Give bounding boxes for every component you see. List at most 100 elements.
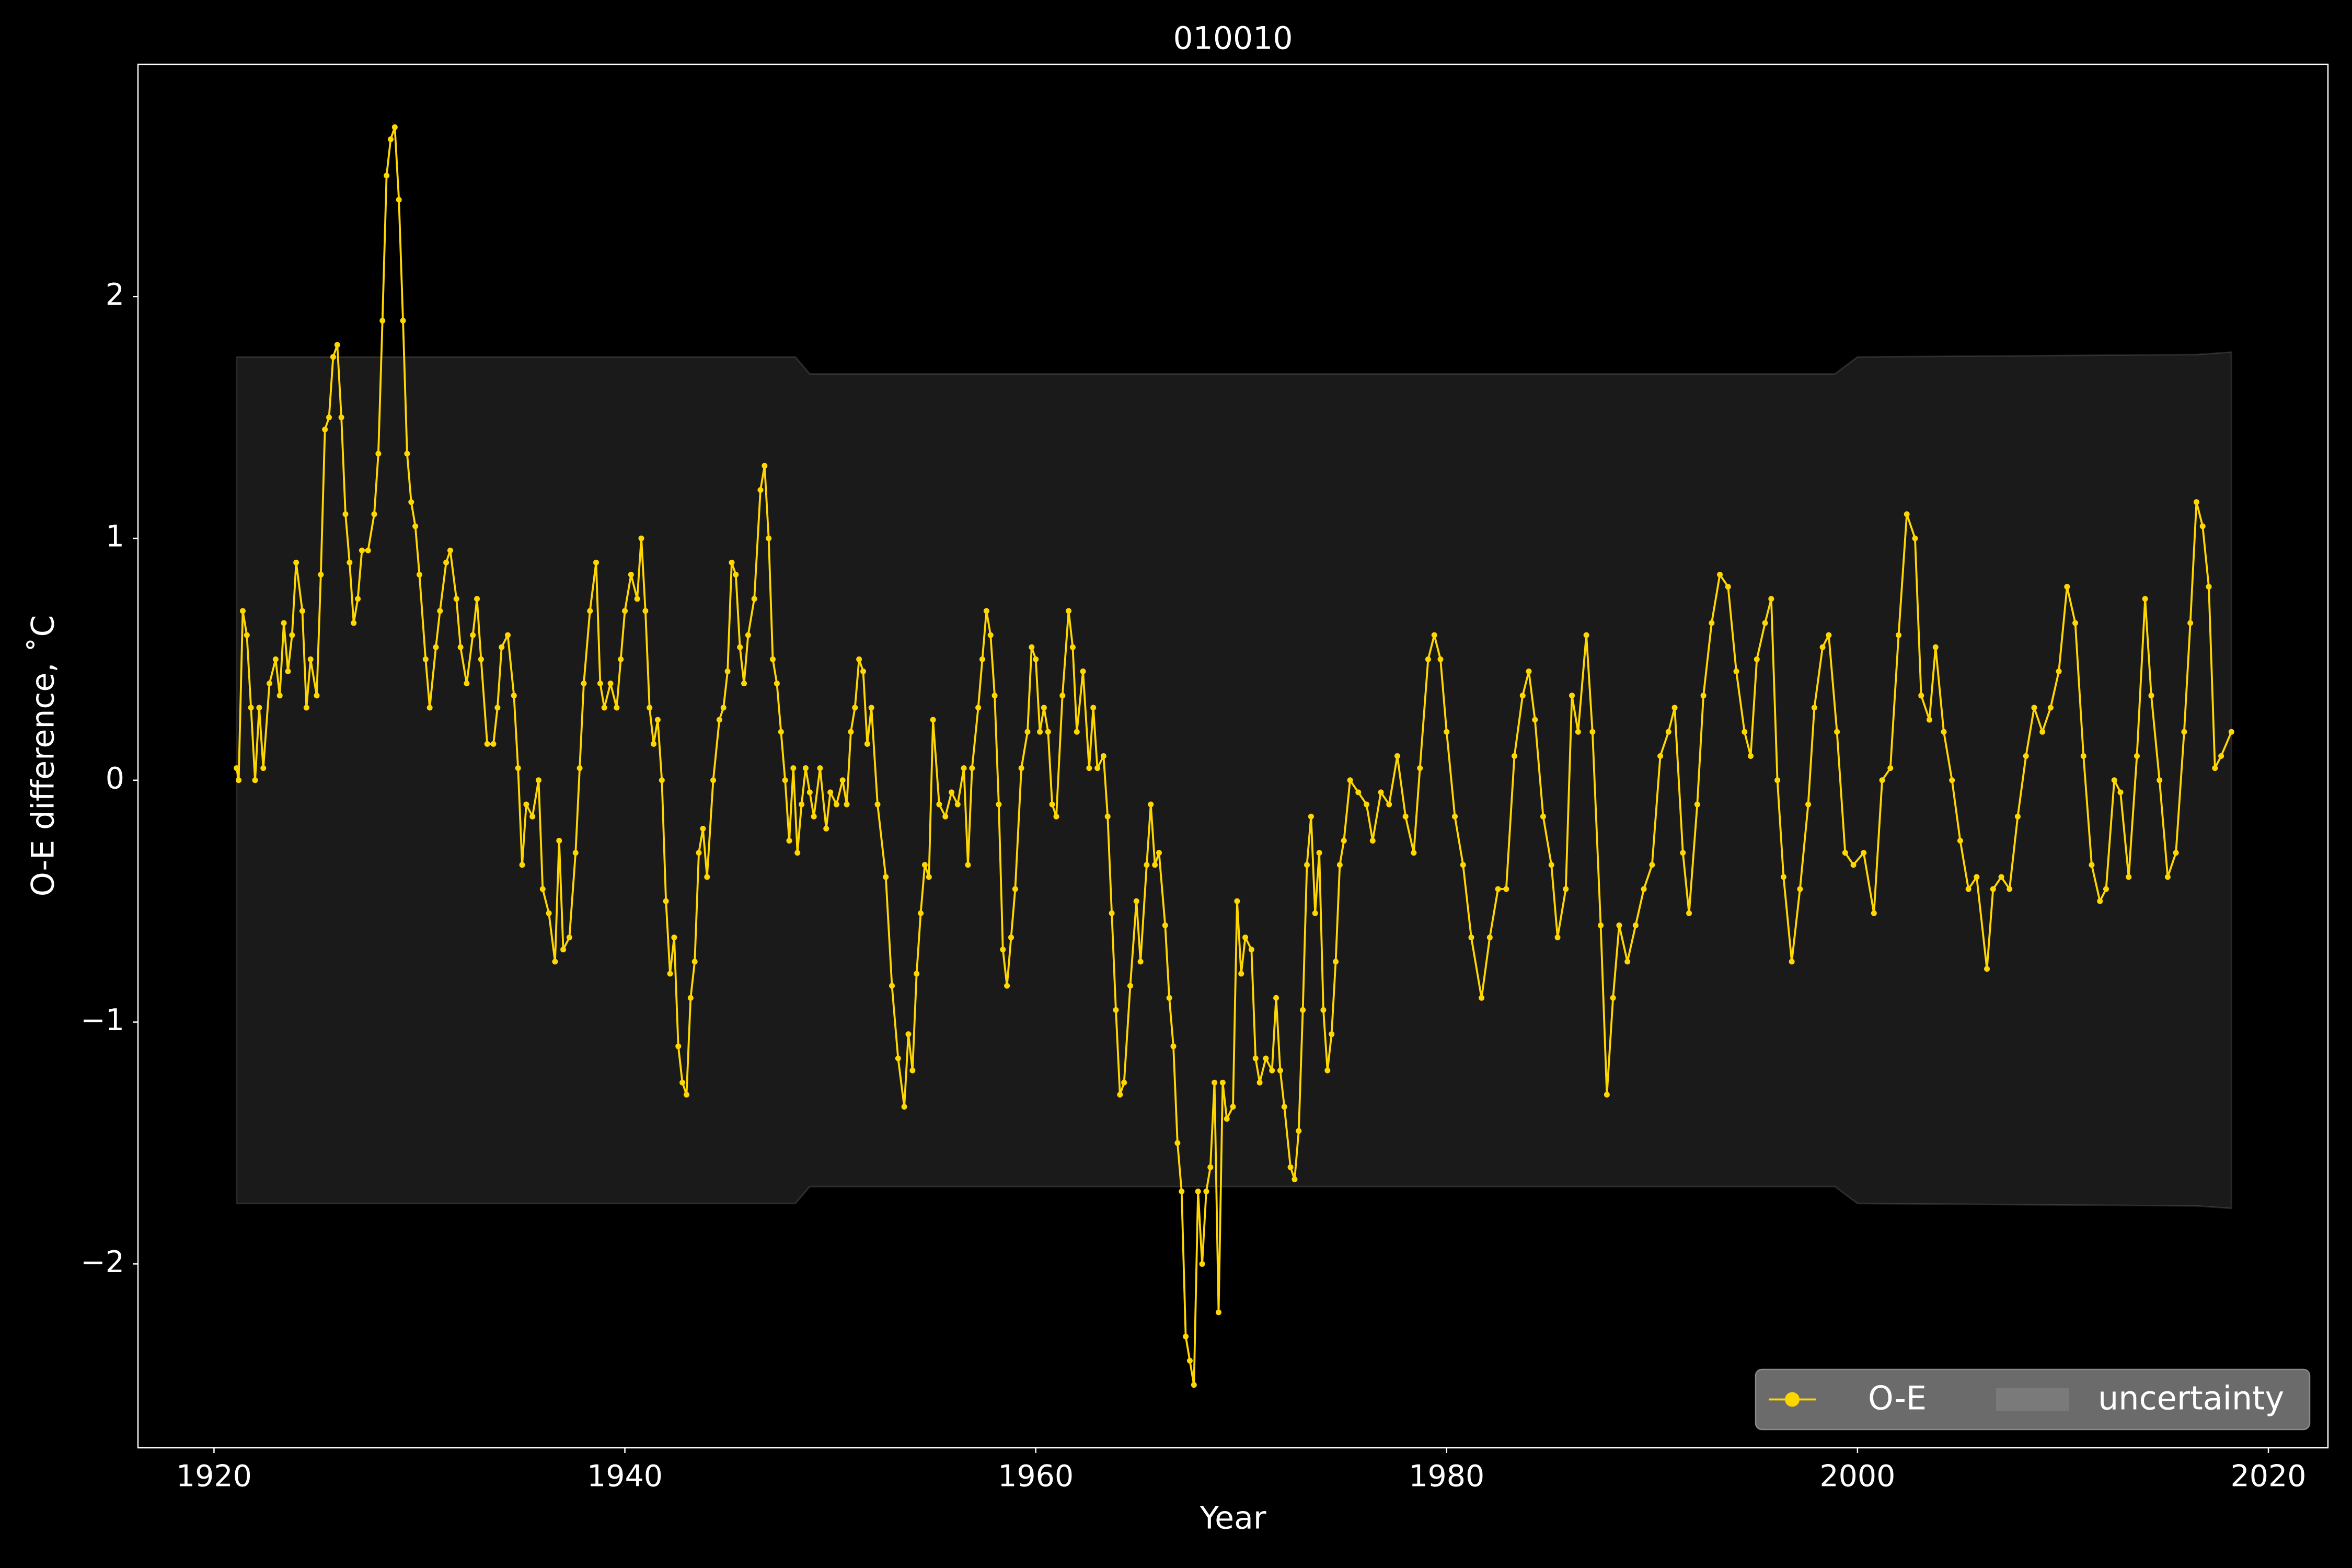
- data-point: [396, 197, 402, 203]
- data-point: [642, 608, 649, 614]
- data-point: [683, 1091, 689, 1098]
- data-point: [1563, 886, 1569, 892]
- data-point: [774, 681, 780, 687]
- data-point: [1479, 995, 1485, 1001]
- data-point: [1394, 753, 1400, 759]
- data-point: [1292, 1176, 1298, 1182]
- data-point: [408, 499, 414, 505]
- data-point: [1717, 571, 1723, 578]
- data-point: [1926, 717, 1932, 723]
- data-point: [949, 789, 955, 795]
- data-point: [852, 705, 858, 711]
- data-point: [318, 571, 324, 578]
- data-point: [330, 354, 336, 360]
- legend-marker: [1785, 1392, 1800, 1407]
- data-point: [979, 656, 985, 662]
- data-point: [387, 136, 394, 142]
- data-point: [954, 801, 961, 808]
- y-tick-label: 2: [106, 278, 124, 312]
- legend: O-E uncertainty: [1755, 1368, 2311, 1431]
- data-point: [1329, 1031, 1335, 1037]
- data-point: [276, 693, 283, 699]
- data-point: [1133, 898, 1139, 904]
- data-point: [802, 765, 809, 771]
- data-point: [889, 983, 895, 989]
- data-point: [285, 668, 291, 675]
- data-point: [1004, 983, 1010, 989]
- x-tick-label: 1980: [1409, 1459, 1484, 1494]
- data-point: [1242, 935, 1249, 941]
- data-point: [593, 559, 599, 566]
- data-point: [1104, 813, 1111, 820]
- data-point: [983, 608, 989, 614]
- data-point: [799, 801, 805, 808]
- data-point: [1957, 837, 1963, 844]
- y-tick-label: −1: [80, 1003, 124, 1037]
- data-point: [1148, 801, 1154, 808]
- data-point: [914, 971, 920, 977]
- data-point: [1347, 777, 1353, 783]
- data-point: [1166, 995, 1172, 1001]
- data-point: [1805, 801, 1812, 808]
- y-tick-label: −2: [80, 1245, 124, 1279]
- data-point: [338, 414, 344, 421]
- data-point: [996, 801, 1002, 808]
- data-point: [474, 596, 480, 602]
- data-point: [1417, 765, 1423, 771]
- data-point: [651, 741, 657, 747]
- data-point: [1861, 850, 1867, 856]
- data-point: [1460, 862, 1466, 868]
- data-point: [1100, 753, 1106, 759]
- data-point: [577, 765, 583, 771]
- data-point: [909, 1067, 916, 1074]
- data-point: [326, 414, 332, 421]
- data-point: [1033, 656, 1039, 662]
- data-point: [2072, 620, 2079, 626]
- data-point: [1780, 874, 1786, 880]
- data-point: [239, 608, 246, 614]
- data-point: [700, 825, 706, 832]
- data-point: [1080, 668, 1086, 675]
- data-point: [1887, 765, 1894, 771]
- data-point: [248, 705, 254, 711]
- data-point: [1768, 596, 1774, 602]
- data-point: [2212, 765, 2218, 771]
- data-point: [926, 874, 932, 880]
- data-point: [572, 850, 579, 856]
- data-point: [1324, 1067, 1331, 1074]
- data-point: [659, 777, 665, 783]
- data-point: [675, 1043, 682, 1050]
- data-point: [1649, 862, 1655, 868]
- data-point: [2181, 729, 2187, 735]
- data-point: [1012, 886, 1018, 892]
- data-point: [901, 1104, 907, 1110]
- data-point: [2023, 753, 2029, 759]
- data-point: [895, 1055, 901, 1062]
- data-point: [1263, 1055, 1269, 1062]
- data-point: [1121, 1079, 1127, 1086]
- data-point: [1086, 765, 1092, 771]
- data-point: [2117, 789, 2124, 795]
- data-point: [1402, 813, 1409, 820]
- x-axis-label: Year: [1199, 1500, 1266, 1537]
- data-point: [1965, 886, 1971, 892]
- data-point: [1519, 693, 1526, 699]
- data-point: [1871, 910, 1877, 916]
- data-point: [2218, 753, 2224, 759]
- data-point: [806, 789, 813, 795]
- data-point: [1186, 1357, 1193, 1364]
- data-point: [1386, 801, 1392, 808]
- data-point: [2089, 862, 2095, 868]
- data-point: [1212, 1079, 1218, 1086]
- data-point: [404, 451, 410, 457]
- data-point: [1437, 656, 1444, 662]
- data-point: [757, 487, 764, 493]
- data-point: [478, 656, 484, 662]
- data-point: [1583, 632, 1589, 638]
- data-point: [628, 571, 634, 578]
- data-point: [1179, 1188, 1185, 1194]
- legend-patch: [1996, 1388, 2069, 1411]
- data-point: [457, 644, 464, 650]
- data-point: [930, 717, 936, 723]
